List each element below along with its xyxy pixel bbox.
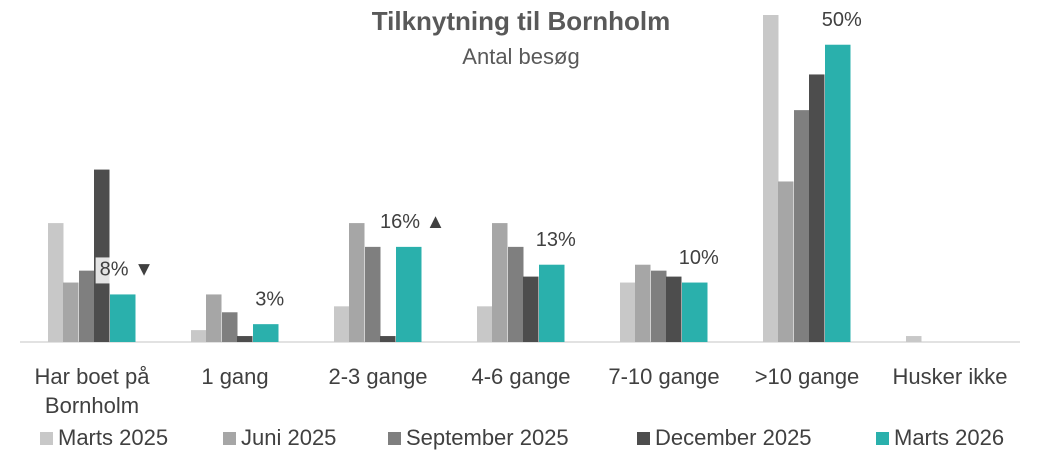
bar (763, 15, 779, 342)
bar (523, 276, 539, 342)
bar (349, 223, 365, 342)
bar (477, 306, 493, 342)
bar (334, 306, 350, 342)
data-label: 16% ▲ (380, 211, 445, 233)
bar (794, 110, 810, 342)
chart-title: Tilknytning til Bornholm (372, 6, 671, 36)
bar (666, 276, 682, 342)
legend-swatch (637, 432, 650, 445)
bar (380, 336, 396, 342)
bar (110, 294, 136, 342)
data-label: 13% (536, 229, 576, 251)
bar (539, 264, 565, 342)
x-tick-label: 1 gang (201, 364, 269, 389)
bar (237, 336, 253, 342)
bar (396, 246, 422, 342)
bar (492, 223, 508, 342)
x-tick-label: Husker ikke (892, 364, 1008, 389)
bar (809, 74, 825, 343)
bar (825, 44, 851, 343)
bar (48, 223, 64, 342)
bar (906, 336, 922, 342)
x-tick-label: >10 gange (754, 364, 860, 389)
data-label: 8% ▼ (100, 259, 154, 281)
legend-label: Marts 2026 (894, 425, 1004, 450)
bar (778, 181, 794, 342)
bar (682, 282, 708, 342)
bar (63, 282, 79, 342)
bar (508, 246, 524, 342)
bar (206, 294, 222, 342)
bar (79, 270, 95, 342)
x-tick-label: 2-3 gange (328, 364, 428, 389)
x-tick-label: 7-10 gange (608, 364, 720, 389)
bar (365, 246, 381, 342)
data-label: 50% (822, 9, 862, 31)
legend-label: September 2025 (406, 425, 569, 450)
bar (253, 324, 279, 342)
bar (651, 270, 667, 342)
label-bg (376, 209, 450, 236)
data-label: 10% (679, 247, 719, 269)
legend-label: Juni 2025 (241, 425, 336, 450)
legend-swatch (40, 432, 53, 445)
bar (620, 282, 636, 342)
x-tick-label: 4-6 gange (471, 364, 571, 389)
legend-swatch (876, 432, 889, 445)
label-bg (674, 245, 723, 272)
bar (635, 264, 651, 342)
legend-label: Marts 2025 (58, 425, 168, 450)
legend-swatch (388, 432, 401, 445)
bar (222, 312, 238, 342)
bar (191, 330, 207, 342)
legend-swatch (223, 432, 236, 445)
data-label: 3% (255, 288, 284, 310)
bar (94, 169, 110, 342)
legend-label: December 2025 (655, 425, 812, 450)
label-bg (251, 287, 289, 314)
label-bg (95, 257, 158, 284)
x-tick-label: Har boet på Bornholm (34, 364, 150, 418)
chart-subtitle: Antal besøg (462, 44, 579, 69)
label-bg (817, 7, 866, 34)
label-bg (531, 227, 580, 254)
